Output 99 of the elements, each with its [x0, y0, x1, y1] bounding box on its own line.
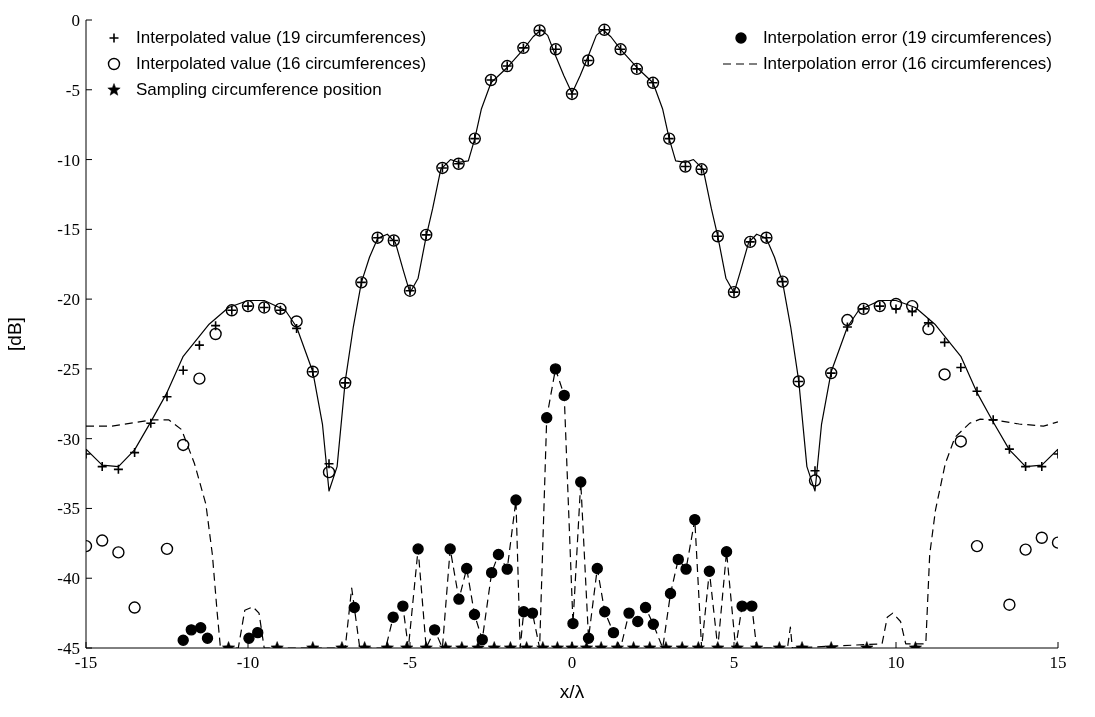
- point: [185, 624, 197, 636]
- point: [412, 543, 424, 555]
- legend-label: Interpolation error (19 circumferences): [762, 28, 1052, 48]
- point: [339, 377, 351, 389]
- point: [746, 600, 758, 612]
- point: [607, 626, 620, 639]
- point: [485, 566, 498, 579]
- point: [582, 632, 595, 644]
- point: [428, 624, 441, 636]
- point: [672, 553, 684, 566]
- point: [906, 299, 919, 313]
- point: [322, 465, 336, 479]
- point: [492, 548, 505, 561]
- point: [566, 88, 578, 100]
- point: [112, 546, 125, 559]
- point: [632, 615, 644, 628]
- point: [226, 304, 238, 316]
- point: [96, 534, 109, 547]
- y-tick-label: -5: [65, 80, 80, 100]
- point: [744, 236, 756, 248]
- point: [938, 368, 951, 381]
- x-tick-label: 15: [1049, 653, 1067, 673]
- point: [461, 562, 473, 575]
- x-tick-label: 5: [729, 653, 739, 673]
- y-tick-label: 0: [71, 11, 80, 31]
- point: [889, 297, 903, 311]
- point: [541, 412, 553, 424]
- point: [664, 587, 677, 600]
- point: [841, 313, 854, 327]
- point: [680, 563, 692, 575]
- point: [195, 622, 207, 634]
- point: [1019, 543, 1032, 556]
- point: [703, 565, 716, 577]
- point: [1003, 598, 1016, 611]
- y-tick-label: -15: [57, 220, 80, 240]
- point: [476, 633, 488, 646]
- y-tick-label: -35: [57, 499, 80, 519]
- point: [639, 601, 652, 614]
- point: [646, 76, 660, 89]
- y-tick-label: -25: [57, 359, 80, 379]
- point: [242, 300, 254, 312]
- point: [444, 543, 456, 555]
- point: [736, 600, 748, 612]
- point: [501, 60, 513, 72]
- x-tick-label: 0: [567, 653, 577, 673]
- point: [193, 372, 206, 385]
- point: [404, 285, 416, 297]
- point: [526, 607, 539, 619]
- legend-label: Sampling circumference position: [136, 80, 382, 100]
- legend-label: Interpolated value (19 circumferences): [136, 28, 427, 48]
- point: [720, 546, 733, 558]
- point: [348, 601, 360, 614]
- point: [825, 367, 837, 379]
- point: [1035, 531, 1048, 544]
- point: [160, 542, 174, 556]
- x-tick-label: 10: [887, 653, 905, 673]
- point: [290, 315, 303, 328]
- point: [582, 54, 595, 67]
- point: [689, 513, 701, 526]
- x-tick-label: -10: [236, 653, 260, 673]
- y-tick-label: -20: [57, 290, 80, 310]
- point: [970, 539, 984, 553]
- point: [177, 634, 189, 647]
- point: [510, 494, 522, 506]
- point: [209, 327, 222, 341]
- point: [591, 562, 603, 575]
- point: [484, 73, 498, 87]
- point: [549, 363, 562, 375]
- point: [128, 601, 141, 614]
- point: [808, 474, 822, 487]
- x-tick-label: -5: [402, 653, 418, 673]
- point: [177, 438, 190, 452]
- point: [468, 608, 481, 621]
- point: [420, 229, 432, 241]
- y-tick-label: -30: [57, 429, 80, 449]
- legend-label: Interpolated value (16 circumferences): [136, 54, 427, 74]
- point: [599, 606, 611, 618]
- point: [873, 299, 886, 313]
- point: [647, 618, 660, 630]
- y-tick-label: -40: [57, 569, 80, 589]
- point: [954, 435, 967, 448]
- x-axis-title: x/λ: [559, 681, 585, 702]
- point: [453, 593, 465, 605]
- legend-label: Interpolation error (16 circumferences): [762, 54, 1052, 74]
- point: [631, 63, 643, 75]
- point: [558, 389, 570, 402]
- y-tick-label: -45: [57, 639, 80, 659]
- point: [397, 600, 409, 612]
- point: [387, 611, 399, 623]
- point: [623, 607, 635, 619]
- y-tick-label: -10: [57, 150, 80, 170]
- point: [501, 563, 513, 575]
- point: [243, 632, 255, 644]
- point: [567, 617, 579, 630]
- point: [728, 286, 740, 298]
- point: [922, 322, 935, 336]
- point: [252, 626, 264, 639]
- point: [575, 476, 587, 488]
- point: [201, 632, 214, 644]
